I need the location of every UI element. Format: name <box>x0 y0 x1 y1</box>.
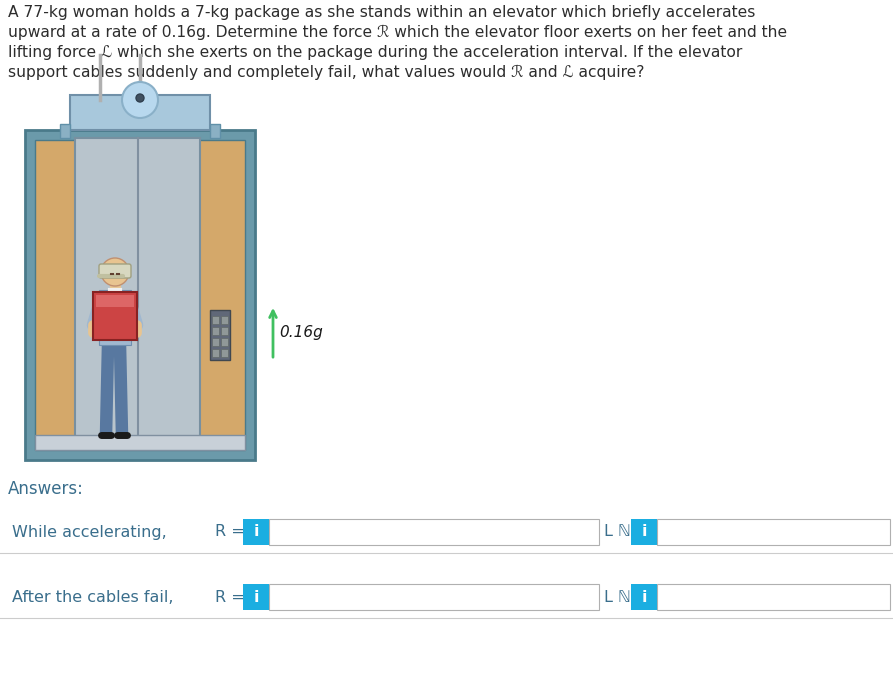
FancyBboxPatch shape <box>25 130 255 460</box>
FancyBboxPatch shape <box>210 124 220 138</box>
FancyBboxPatch shape <box>212 349 219 357</box>
FancyBboxPatch shape <box>96 295 134 307</box>
FancyBboxPatch shape <box>60 124 70 138</box>
Text: R =: R = <box>215 524 245 539</box>
Text: R =: R = <box>215 589 245 605</box>
Text: While accelerating,: While accelerating, <box>12 524 167 539</box>
FancyBboxPatch shape <box>243 519 269 545</box>
Text: L ℕ: L ℕ <box>604 524 630 539</box>
FancyBboxPatch shape <box>99 290 131 345</box>
Text: Answers:: Answers: <box>8 480 84 498</box>
FancyBboxPatch shape <box>35 140 245 450</box>
FancyBboxPatch shape <box>657 584 890 610</box>
FancyBboxPatch shape <box>210 310 230 360</box>
Text: 7kg: 7kg <box>127 260 154 275</box>
FancyBboxPatch shape <box>212 316 219 324</box>
Text: lifting force ℒ which she exerts on the package during the acceleration interval: lifting force ℒ which she exerts on the … <box>8 45 742 60</box>
FancyBboxPatch shape <box>269 584 599 610</box>
FancyBboxPatch shape <box>631 584 657 610</box>
FancyBboxPatch shape <box>243 584 269 610</box>
FancyBboxPatch shape <box>93 292 137 340</box>
Text: i: i <box>254 524 259 539</box>
FancyBboxPatch shape <box>631 519 657 545</box>
FancyBboxPatch shape <box>212 338 219 346</box>
FancyBboxPatch shape <box>221 349 228 357</box>
Text: L ℕ: L ℕ <box>604 589 630 605</box>
FancyBboxPatch shape <box>657 519 890 545</box>
Text: upward at a rate of 0.16g. Determine the force ℛ which the elevator floor exerts: upward at a rate of 0.16g. Determine the… <box>8 25 787 41</box>
FancyBboxPatch shape <box>75 138 200 442</box>
FancyBboxPatch shape <box>70 95 210 130</box>
FancyBboxPatch shape <box>221 338 228 346</box>
Text: i: i <box>641 589 647 605</box>
FancyBboxPatch shape <box>221 316 228 324</box>
FancyBboxPatch shape <box>269 519 599 545</box>
Text: A 77-kg woman holds a 7-kg package as she stands within an elevator which briefl: A 77-kg woman holds a 7-kg package as sh… <box>8 5 755 20</box>
Text: 77kg: 77kg <box>93 377 129 392</box>
Text: 0.16g: 0.16g <box>279 325 322 340</box>
FancyBboxPatch shape <box>35 435 245 450</box>
Text: support cables suddenly and completely fail, what values would ℛ and ℒ acquire?: support cables suddenly and completely f… <box>8 65 645 80</box>
Text: After the cables fail,: After the cables fail, <box>12 589 173 605</box>
Circle shape <box>136 94 144 102</box>
FancyBboxPatch shape <box>212 327 219 335</box>
Text: i: i <box>641 524 647 539</box>
Text: i: i <box>254 589 259 605</box>
FancyBboxPatch shape <box>99 264 131 278</box>
Circle shape <box>122 82 158 118</box>
FancyBboxPatch shape <box>221 327 228 335</box>
Circle shape <box>101 258 129 286</box>
